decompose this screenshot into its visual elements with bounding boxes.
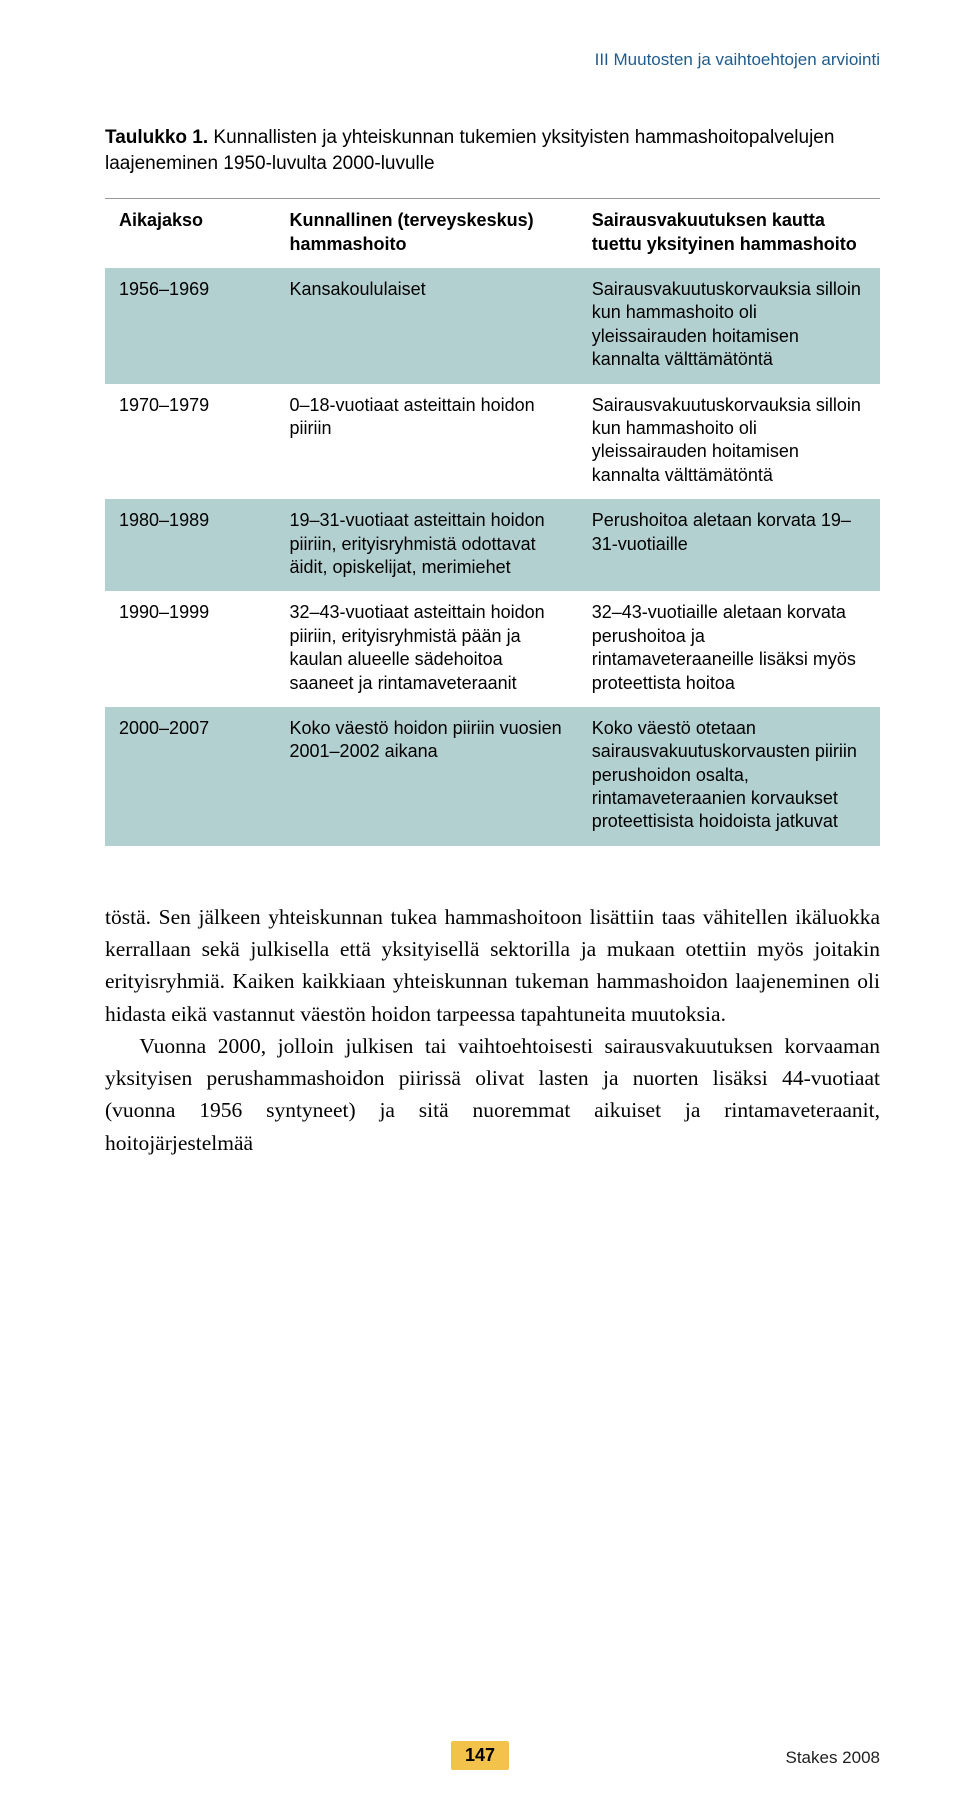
- cell-period: 2000–2007: [105, 707, 276, 846]
- col-header-period: Aikajakso: [105, 199, 276, 268]
- cell-insurance: Koko väestö otetaan sairausvakuutuskorva…: [578, 707, 880, 846]
- table-caption: Taulukko 1. Kunnallisten ja yhteiskunnan…: [105, 125, 880, 176]
- paragraph: Vuonna 2000, jolloin julkisen tai vaihto…: [105, 1030, 880, 1159]
- cell-municipal: 32–43-vuotiaat asteittain hoidon piiriin…: [276, 591, 578, 707]
- caption-text: Kunnallisten ja yhteiskunnan tukemien yk…: [105, 127, 834, 174]
- caption-label: Taulukko 1.: [105, 127, 208, 148]
- cell-period: 1970–1979: [105, 384, 276, 500]
- page: III Muutosten ja vaihtoehtojen arviointi…: [0, 0, 960, 1806]
- table-header-row: Aikajakso Kunnallinen (terveyskeskus) ha…: [105, 199, 880, 268]
- running-head: III Muutosten ja vaihtoehtojen arviointi: [105, 50, 880, 70]
- cell-municipal: 0–18-vuotiaat asteittain hoidon piiriin: [276, 384, 578, 500]
- main-table: Aikajakso Kunnallinen (terveyskeskus) ha…: [105, 198, 880, 846]
- col-header-insurance: Sairausvakuutuksen kautta tuettu yksityi…: [578, 199, 880, 268]
- cell-insurance: Perushoitoa aletaan korvata 19–31-vuotia…: [578, 499, 880, 591]
- cell-municipal: 19–31-vuotiaat asteittain hoidon piiriin…: [276, 499, 578, 591]
- cell-insurance: Sairausvakuutuskorvauksia silloin kun ha…: [578, 268, 880, 384]
- cell-period: 1956–1969: [105, 268, 276, 384]
- cell-period: 1980–1989: [105, 499, 276, 591]
- page-number: 147: [451, 1741, 509, 1770]
- cell-period: 1990–1999: [105, 591, 276, 707]
- cell-municipal: Koko väestö hoidon piiriin vuosien 2001–…: [276, 707, 578, 846]
- paragraph: töstä. Sen jälkeen yhteiskunnan tukea ha…: [105, 901, 880, 1030]
- table-row: 1980–1989 19–31-vuotiaat asteittain hoid…: [105, 499, 880, 591]
- col-header-municipal: Kunnallinen (terveyskeskus) hammashoito: [276, 199, 578, 268]
- table-row: 1956–1969 Kansakoululaiset Sairausvakuut…: [105, 268, 880, 384]
- body-text: töstä. Sen jälkeen yhteiskunnan tukea ha…: [105, 901, 880, 1159]
- table-row: 1970–1979 0–18-vuotiaat asteittain hoido…: [105, 384, 880, 500]
- cell-insurance: Sairausvakuutuskorvauksia silloin kun ha…: [578, 384, 880, 500]
- cell-insurance: 32–43-vuotiaille aletaan korvata perusho…: [578, 591, 880, 707]
- table-row: 1990–1999 32–43-vuotiaat asteittain hoid…: [105, 591, 880, 707]
- cell-municipal: Kansakoululaiset: [276, 268, 578, 384]
- publisher: Stakes 2008: [785, 1748, 880, 1768]
- table-row: 2000–2007 Koko väestö hoidon piiriin vuo…: [105, 707, 880, 846]
